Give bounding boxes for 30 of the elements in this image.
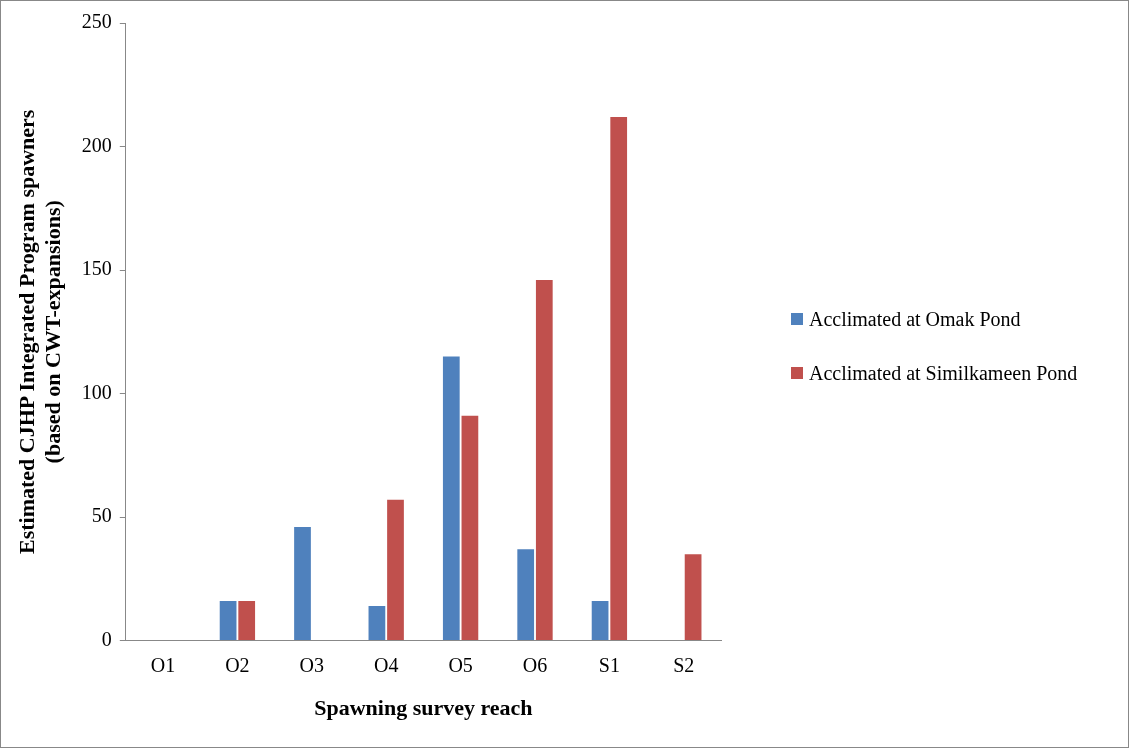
x-tick-label: S1	[598, 653, 620, 676]
bar	[517, 549, 535, 641]
x-tick-label: O6	[522, 653, 548, 676]
y-axis-title: Estimated CJHP Integrated Program spawners (based on CWT-expansions)	[13, 109, 66, 555]
y-tick-label: 150	[81, 257, 112, 280]
bar	[442, 356, 460, 641]
y-tick-label: 50	[91, 504, 112, 527]
x-tick-label: O1	[150, 653, 176, 676]
bar	[368, 606, 386, 641]
bar	[461, 415, 479, 641]
y-tick-label: 200	[81, 133, 112, 156]
bar	[535, 279, 553, 641]
y-tick-label: 250	[81, 10, 112, 33]
legend-label: Acclimated at Omak Pond	[809, 307, 1021, 332]
x-axis-title: Spawning survey reach	[314, 695, 533, 721]
x-tick-label: O4	[373, 653, 399, 676]
bar	[684, 554, 702, 641]
bar	[294, 526, 311, 641]
bar	[238, 601, 256, 641]
x-tick-label: S2	[673, 653, 695, 676]
bar	[610, 116, 628, 641]
x-tick-label: O5	[448, 653, 473, 676]
y-tick-label: 100	[81, 380, 112, 403]
legend-label: Acclimated at Similkameen Pond	[809, 361, 1078, 386]
y-tick-label: 0	[101, 627, 112, 650]
bar	[387, 499, 404, 641]
bar	[591, 601, 609, 641]
bar	[219, 601, 237, 641]
x-tick-label: O2	[225, 653, 250, 676]
x-tick-label: O3	[299, 653, 325, 676]
